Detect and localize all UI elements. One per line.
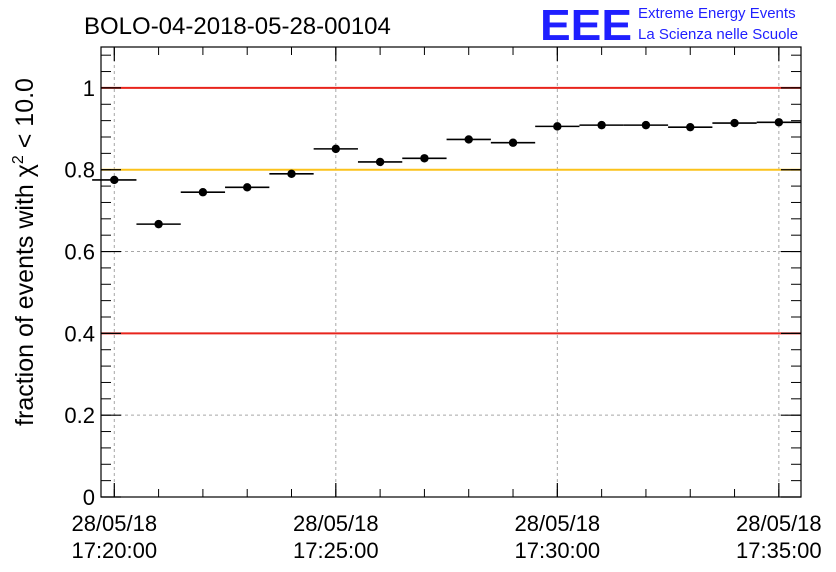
data-point — [730, 118, 739, 128]
reference-lines — [101, 86, 801, 335]
x-tick-date-label: 28/05/18 — [515, 511, 601, 536]
data-point — [110, 175, 119, 185]
x-tick-time-label: 17:20:00 — [71, 538, 157, 563]
y-tick-label: 0.2 — [64, 403, 95, 428]
data-point — [287, 169, 296, 179]
data-point — [641, 120, 651, 130]
x-tick-date-label: 28/05/18 — [71, 511, 157, 536]
logo-letters: EEE — [540, 1, 632, 50]
data-point — [198, 188, 208, 197]
y-tick-label: 1 — [83, 76, 95, 101]
x-tick-time-label: 17:25:00 — [293, 538, 379, 563]
y-tick-label: 0.6 — [64, 240, 95, 265]
y-tick-label: 0.4 — [64, 321, 95, 346]
data-point — [420, 154, 429, 163]
y-tick-label: 0 — [83, 485, 95, 510]
chart-title: BOLO-04-2018-05-28-00104 — [84, 13, 391, 40]
data-point — [686, 122, 695, 132]
data-point — [597, 120, 606, 130]
data-series — [92, 118, 801, 229]
x-tick-date-label: 28/05/18 — [736, 511, 822, 536]
y-tick-label: 0.8 — [64, 158, 95, 183]
logo-line-1: Extreme Energy Events — [638, 5, 796, 22]
data-point — [243, 183, 252, 192]
data-point — [154, 219, 163, 229]
data-point — [774, 118, 784, 127]
x-tick-time-label: 17:30:00 — [515, 538, 601, 563]
y-axis-label: fraction of events with χ2 < 10.0 — [10, 78, 39, 426]
x-tick-time-label: 17:35:00 — [736, 538, 822, 563]
data-point — [553, 122, 562, 131]
data-point — [508, 138, 518, 147]
eee-logo: EEE Extreme Energy Events La Scienza nel… — [540, 1, 798, 50]
data-point — [464, 135, 473, 144]
plot-frame — [100, 46, 802, 498]
data-point — [375, 157, 385, 167]
logo-line-2: La Scienza nelle Scuole — [638, 26, 798, 43]
data-point — [331, 144, 341, 154]
grid-lines — [101, 47, 801, 497]
x-tick-date-label: 28/05/18 — [293, 511, 379, 536]
axes: 00.20.40.60.8128/05/1817:20:0028/05/1817… — [64, 47, 822, 563]
